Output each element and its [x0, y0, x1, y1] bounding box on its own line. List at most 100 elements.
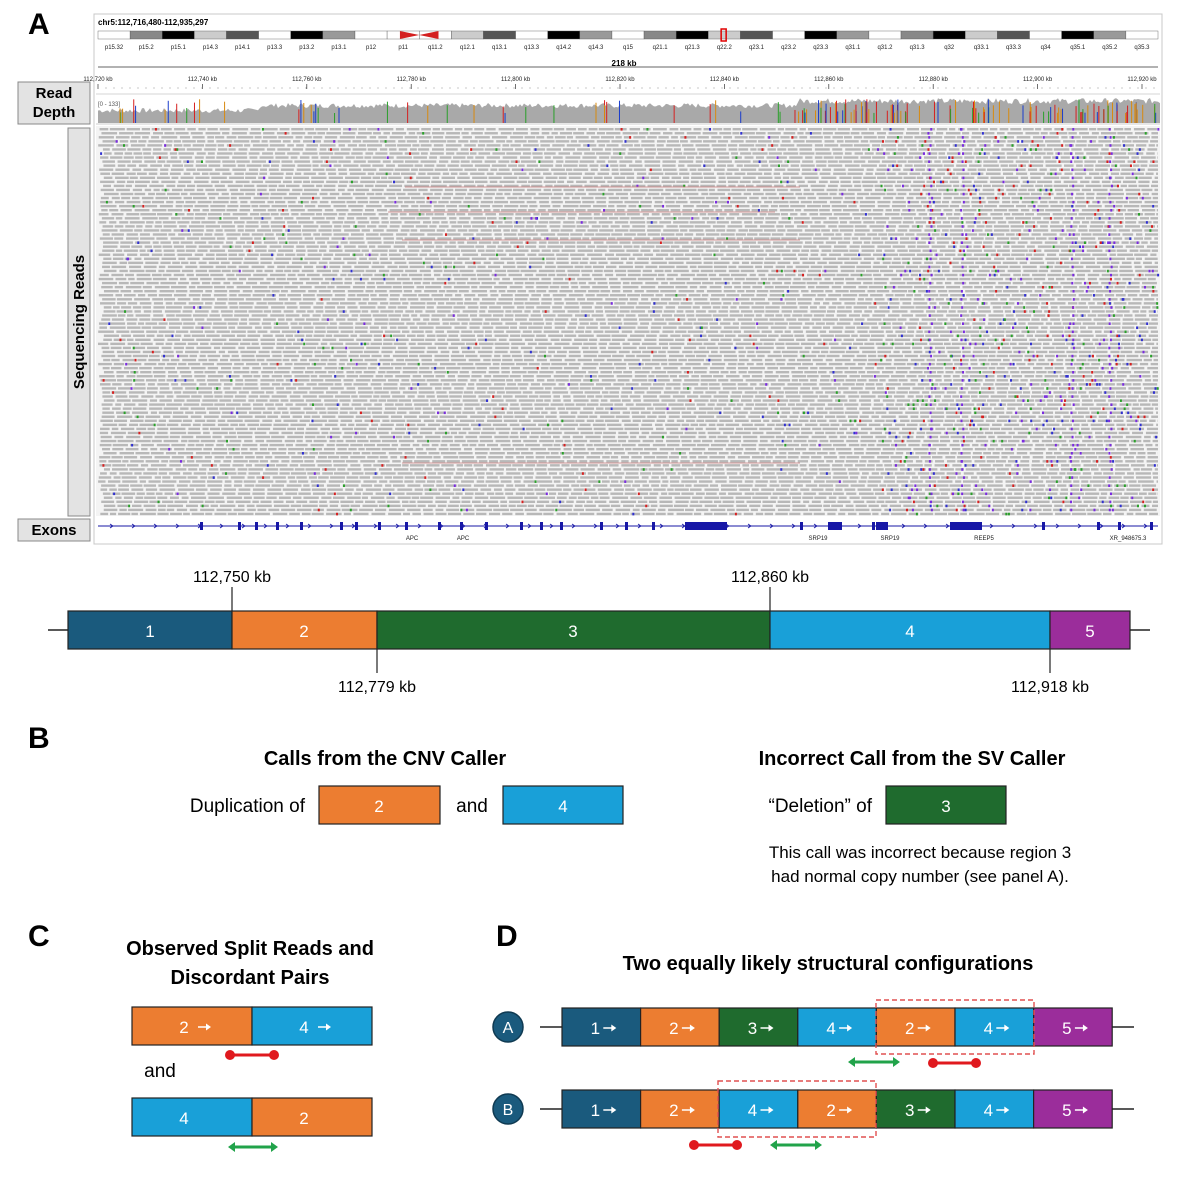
- read: [1112, 274, 1119, 276]
- read: [136, 314, 151, 316]
- read: [765, 258, 780, 260]
- read: [811, 290, 824, 292]
- read: [367, 286, 376, 288]
- read: [819, 331, 826, 333]
- read: [687, 132, 701, 134]
- read: [943, 193, 958, 195]
- read: [1005, 310, 1011, 312]
- band-label: p13.1: [331, 45, 347, 51]
- read: [991, 302, 1006, 304]
- read: [712, 144, 727, 146]
- read: [627, 177, 635, 179]
- read: [176, 290, 188, 292]
- read: [226, 241, 233, 243]
- read: [835, 282, 844, 284]
- read: [690, 286, 697, 288]
- read: [855, 318, 865, 320]
- read: [135, 209, 150, 211]
- read: [997, 193, 1006, 195]
- read: [525, 193, 536, 195]
- read: [752, 152, 767, 154]
- read: [255, 250, 266, 252]
- read: [963, 209, 976, 211]
- read: [760, 225, 774, 227]
- read: [628, 274, 641, 276]
- read: [627, 270, 640, 272]
- read: [1015, 217, 1031, 219]
- read: [374, 335, 382, 337]
- read: [841, 343, 851, 345]
- read: [467, 193, 482, 195]
- read: [855, 229, 870, 231]
- read: [786, 294, 800, 296]
- read: [374, 339, 382, 341]
- read: [102, 298, 115, 300]
- read: [446, 205, 457, 207]
- read: [898, 148, 908, 150]
- read: [135, 205, 143, 207]
- read: [461, 250, 476, 252]
- read: [336, 318, 345, 320]
- read: [815, 144, 823, 146]
- read: [197, 152, 206, 154]
- read: [293, 140, 300, 142]
- read: [434, 270, 443, 272]
- read: [139, 164, 148, 166]
- read: [1023, 229, 1031, 231]
- read: [793, 282, 806, 284]
- read: [355, 322, 371, 324]
- read: [972, 197, 984, 199]
- read: [714, 262, 730, 264]
- read: [470, 152, 476, 154]
- read: [1105, 213, 1114, 215]
- read: [404, 209, 419, 211]
- read: [563, 225, 576, 227]
- read: [1031, 258, 1043, 260]
- read: [762, 331, 772, 333]
- read: [517, 306, 524, 308]
- read: [480, 302, 495, 304]
- read: [510, 241, 523, 243]
- read: [891, 278, 901, 280]
- read: [805, 132, 821, 134]
- read: [158, 270, 164, 272]
- read: [189, 294, 201, 296]
- read: [521, 335, 534, 337]
- read: [575, 331, 584, 333]
- read: [583, 177, 593, 179]
- read: [240, 205, 250, 207]
- read: [600, 339, 611, 341]
- read: [193, 233, 203, 235]
- read: [424, 290, 437, 292]
- read: [270, 245, 282, 247]
- read: [1017, 144, 1029, 146]
- read: [448, 335, 458, 337]
- read: [723, 241, 739, 243]
- read: [904, 136, 913, 138]
- read: [411, 197, 425, 199]
- read: [380, 233, 393, 235]
- read: [1136, 258, 1142, 260]
- read: [683, 322, 692, 324]
- read: [1034, 254, 1045, 256]
- read: [696, 205, 709, 207]
- read: [1111, 262, 1120, 264]
- read: [285, 229, 301, 231]
- reads-track: [96, 126, 1160, 516]
- read: [1075, 217, 1085, 219]
- read: [1016, 335, 1024, 337]
- read: [839, 217, 852, 219]
- read: [262, 140, 268, 142]
- read: [302, 185, 314, 187]
- read: [485, 335, 492, 337]
- read: [807, 339, 821, 341]
- read: [331, 156, 344, 158]
- read: [378, 136, 387, 138]
- read: [316, 185, 322, 187]
- read: [681, 302, 693, 304]
- read: [759, 347, 774, 349]
- read: [303, 181, 310, 183]
- read: [1035, 185, 1043, 187]
- band-label: q21.1: [653, 45, 669, 51]
- read: [1105, 144, 1121, 146]
